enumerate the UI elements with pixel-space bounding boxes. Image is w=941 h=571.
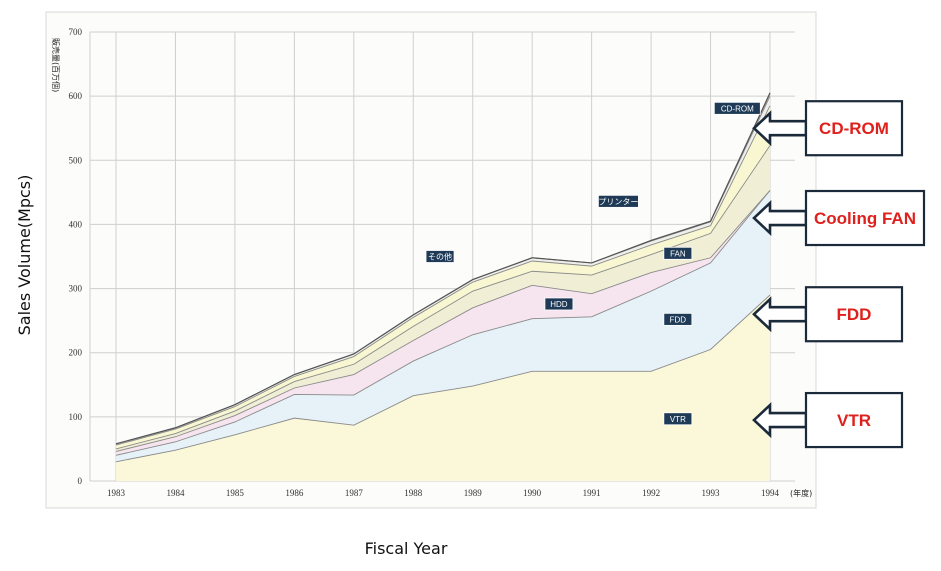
- y-tick-100: 100: [69, 412, 83, 422]
- y-tick-300: 300: [69, 284, 83, 294]
- boundary-FDD: [115, 190, 771, 456]
- area-VTR: [116, 294, 770, 481]
- callout-cooling-fan: Cooling FAN: [752, 189, 926, 247]
- area-FDD: [116, 190, 770, 462]
- callout-label: Cooling FAN: [814, 209, 916, 228]
- boundary-FAN: [115, 145, 771, 450]
- callout-box: [804, 189, 926, 247]
- series-tag-box: [663, 246, 693, 260]
- callout-box: [804, 286, 904, 343]
- callout-label: VTR: [837, 411, 871, 430]
- series-tag-text: VTR: [670, 415, 686, 424]
- x-tick-1994: 1994: [761, 488, 780, 498]
- series-tag-box: [713, 101, 761, 115]
- boundary-その他: [115, 105, 771, 446]
- series-tag-text: その他: [428, 252, 452, 262]
- callouts: CD-ROM Cooling FAN FDD VTR: [752, 100, 926, 449]
- x-tick-1989: 1989: [464, 488, 483, 498]
- series-tag-box: [663, 312, 693, 326]
- y-unit-label: 販売量(百万個): [51, 38, 61, 92]
- x-tick-1991: 1991: [583, 488, 601, 498]
- series-tag-text: プリンター: [598, 197, 638, 206]
- x-tick-1993: 1993: [702, 488, 721, 498]
- callout-box: [804, 391, 904, 449]
- callout-vtr: VTR: [752, 391, 904, 449]
- callout-fdd: FDD: [752, 286, 904, 343]
- series-tag-FAN: FAN: [663, 246, 693, 260]
- y-tick-600: 600: [69, 91, 83, 101]
- y-axis-title: Sales Volume(Mpcs): [15, 175, 34, 336]
- x-tick-1984: 1984: [166, 488, 185, 498]
- series-tag-その他: その他: [425, 250, 455, 263]
- series-tag-text: CD-ROM: [721, 104, 754, 113]
- series-tag-text: FAN: [670, 249, 686, 258]
- series-boundaries: [115, 92, 771, 463]
- x-tick-1983: 1983: [107, 488, 126, 498]
- x-tick-1988: 1988: [404, 488, 423, 498]
- callout-label: CD-ROM: [819, 119, 889, 138]
- series-tag-box: [425, 250, 455, 263]
- series-tag-text: FDD: [670, 315, 687, 324]
- y-tick-0: 0: [78, 476, 83, 486]
- series-tag-box: [663, 412, 693, 426]
- series-tag-box: [597, 194, 639, 208]
- y-tick-200: 200: [69, 348, 83, 358]
- x-tick-1985: 1985: [226, 488, 245, 498]
- total-line: [115, 92, 771, 445]
- callout-label: FDD: [837, 305, 872, 324]
- callout-cd-rom: CD-ROM: [752, 100, 904, 157]
- series-tag-box: [544, 297, 574, 311]
- series-tag-CD-ROM: CD-ROM: [713, 101, 761, 115]
- series-tag-FDD: FDD: [663, 312, 693, 326]
- boundary-HDD: [115, 190, 771, 452]
- callout-box: [804, 100, 904, 157]
- x-tick-1990: 1990: [523, 488, 542, 498]
- y-tick-700: 700: [69, 27, 83, 37]
- series-tag-text: HDD: [550, 300, 568, 309]
- axes: 0 100 200 300 400 500 600 700 1983 1984 1985 1986 19…: [69, 27, 813, 498]
- stacked-areas: [116, 92, 770, 481]
- boundary-VTR: [115, 294, 771, 463]
- x-axis-title: Fiscal Year: [365, 539, 448, 558]
- series-tag-HDD: HDD: [544, 297, 574, 311]
- x-tick-1987: 1987: [345, 488, 364, 498]
- x-tick-suffix: (年度): [790, 488, 812, 498]
- y-tick-400: 400: [69, 219, 83, 229]
- y-tick-500: 500: [69, 155, 83, 165]
- series-tag-プリンター: プリンター: [597, 194, 639, 208]
- x-tick-1992: 1992: [642, 488, 660, 498]
- x-tick-1986: 1986: [285, 488, 304, 498]
- series-tag-VTR: VTR: [663, 412, 693, 426]
